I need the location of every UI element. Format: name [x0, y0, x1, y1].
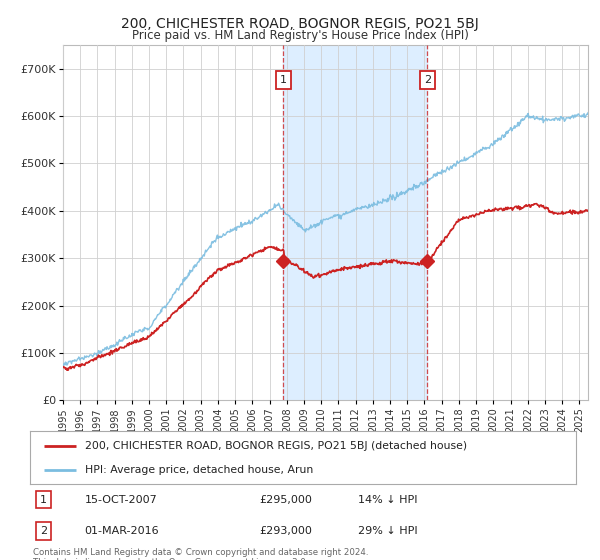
- Text: 01-MAR-2016: 01-MAR-2016: [85, 526, 159, 536]
- Text: 15-OCT-2007: 15-OCT-2007: [85, 494, 157, 505]
- Text: £293,000: £293,000: [259, 526, 312, 536]
- Text: 200, CHICHESTER ROAD, BOGNOR REGIS, PO21 5BJ: 200, CHICHESTER ROAD, BOGNOR REGIS, PO21…: [121, 17, 479, 31]
- Text: 14% ↓ HPI: 14% ↓ HPI: [358, 494, 417, 505]
- Text: Price paid vs. HM Land Registry's House Price Index (HPI): Price paid vs. HM Land Registry's House …: [131, 29, 469, 42]
- Text: Contains HM Land Registry data © Crown copyright and database right 2024.
This d: Contains HM Land Registry data © Crown c…: [33, 548, 368, 560]
- Text: £295,000: £295,000: [259, 494, 312, 505]
- Text: 2: 2: [424, 76, 431, 85]
- Text: 200, CHICHESTER ROAD, BOGNOR REGIS, PO21 5BJ (detached house): 200, CHICHESTER ROAD, BOGNOR REGIS, PO21…: [85, 441, 467, 451]
- Text: 29% ↓ HPI: 29% ↓ HPI: [358, 526, 417, 536]
- Text: 1: 1: [280, 76, 287, 85]
- Text: HPI: Average price, detached house, Arun: HPI: Average price, detached house, Arun: [85, 465, 313, 475]
- Text: 1: 1: [40, 494, 47, 505]
- Bar: [283, 45, 427, 400]
- Text: 2: 2: [40, 526, 47, 536]
